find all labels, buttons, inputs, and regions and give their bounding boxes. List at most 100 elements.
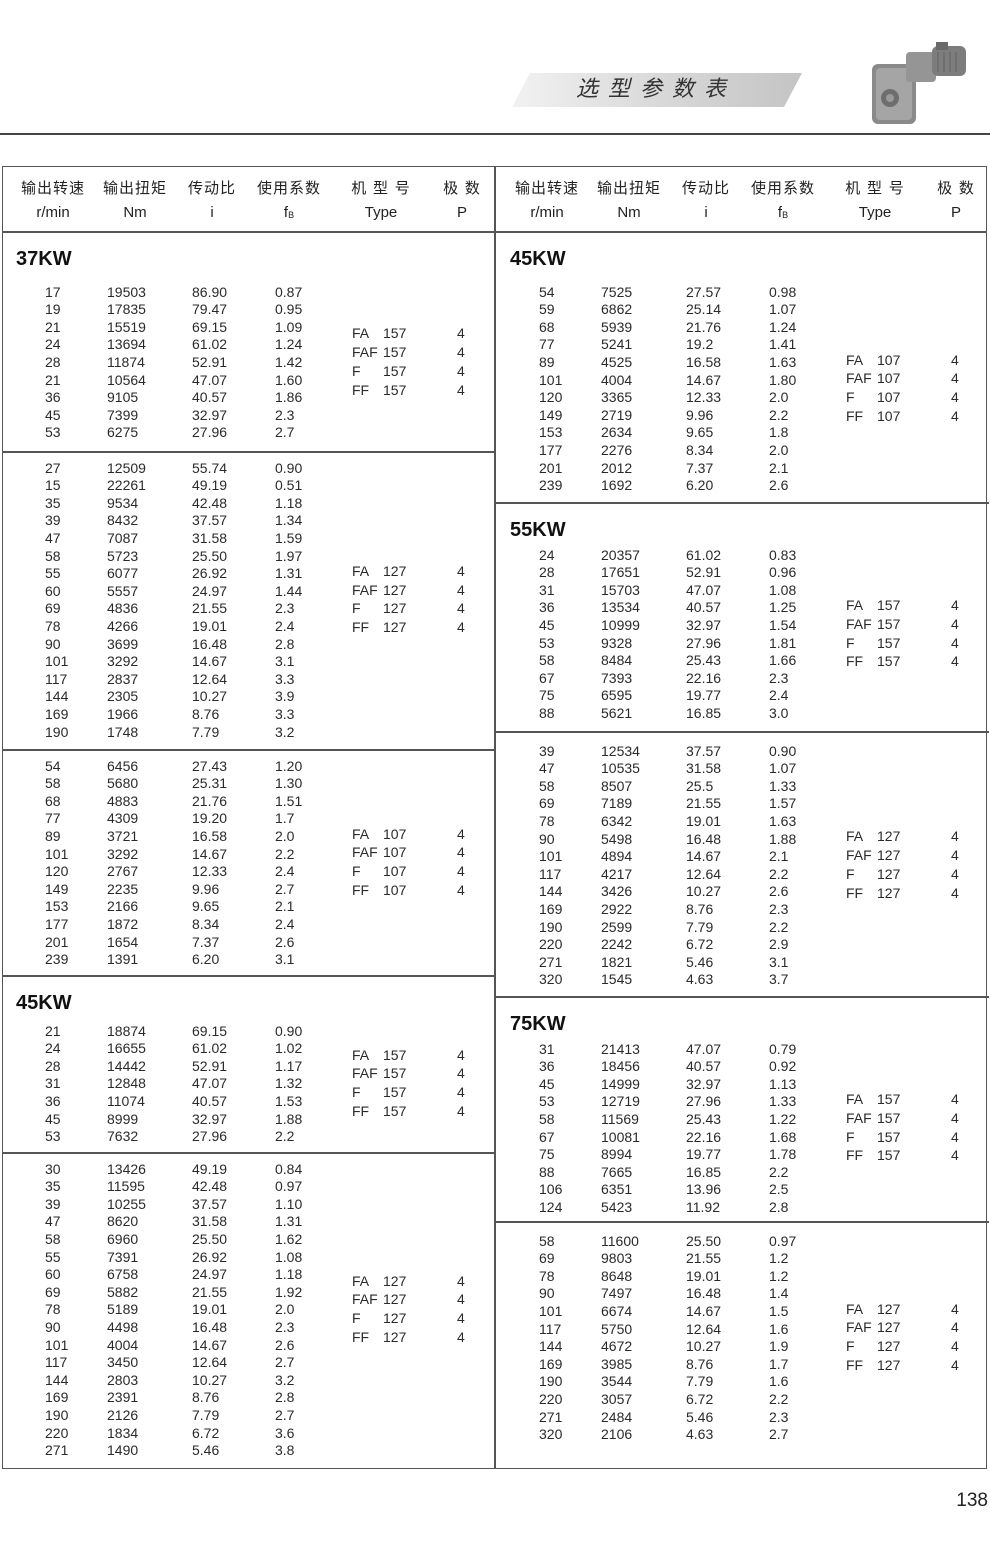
speed-cell: 31 — [45, 1075, 61, 1092]
torque-cell: 10535 — [601, 760, 640, 777]
service-factor-cell: 1.63 — [769, 812, 797, 829]
torque-cell: 2767 — [107, 863, 139, 880]
pole-count: 4 — [457, 619, 465, 636]
type-size: 107 — [877, 389, 901, 406]
service-factor-cell: 2.2 — [769, 406, 789, 423]
ratio-cell: 12.33 — [686, 389, 722, 406]
column-unit-type: Type — [825, 204, 925, 221]
speed-cell: 58 — [539, 777, 555, 794]
type-size: 127 — [383, 619, 407, 636]
torque-cell: 7391 — [107, 1248, 139, 1265]
pole-count: 4 — [457, 1291, 465, 1308]
ratio-cell: 61.02 — [192, 1040, 228, 1057]
ratio-cell: 6.72 — [686, 1390, 714, 1407]
pole-count: 4 — [951, 1338, 959, 1355]
speed-cell: 45 — [539, 616, 555, 633]
type-size: 107 — [383, 825, 407, 842]
torque-cell: 5680 — [107, 775, 139, 792]
torque-cell: 8484 — [601, 652, 633, 669]
service-factor-cell: 2.2 — [769, 918, 789, 935]
speed-cell: 28 — [45, 353, 61, 370]
ratio-cell: 27.96 — [686, 634, 722, 651]
torque-cell: 5241 — [601, 336, 633, 353]
torque-cell: 4883 — [107, 792, 139, 809]
unit-label: Nm — [123, 204, 147, 221]
service-factor-cell: 1.18 — [275, 494, 303, 511]
pole-count: 4 — [951, 865, 959, 882]
service-factor-cell: 1.57 — [769, 795, 797, 812]
torque-cell: 1692 — [601, 477, 633, 494]
ratio-cell: 7.79 — [686, 1373, 714, 1390]
speed-cell: 120 — [45, 863, 69, 880]
service-factor-cell: 1.60 — [275, 371, 303, 388]
service-factor-cell: 1.41 — [769, 336, 797, 353]
ratio-cell: 25.31 — [192, 775, 228, 792]
torque-cell: 4004 — [107, 1336, 139, 1353]
service-factor-cell: 1.2 — [769, 1267, 789, 1284]
type-size: 157 — [877, 1109, 901, 1126]
service-factor-cell: 1.33 — [769, 777, 797, 794]
type-prefix: FA — [846, 828, 864, 845]
power-rating-title: 75KW — [510, 1013, 566, 1035]
torque-cell: 6595 — [601, 687, 633, 704]
speed-cell: 90 — [45, 1318, 61, 1335]
pole-count: 4 — [951, 634, 959, 651]
torque-cell: 7497 — [601, 1285, 633, 1302]
pole-count: 4 — [457, 1065, 465, 1082]
service-factor-cell: 2.3 — [275, 1318, 295, 1335]
service-factor-cell: 1.22 — [769, 1110, 797, 1127]
speed-cell: 101 — [45, 845, 69, 862]
ratio-cell: 52.91 — [192, 1057, 228, 1074]
ratio-cell: 22.16 — [686, 1128, 722, 1145]
ratio-cell: 5.46 — [686, 1408, 714, 1425]
speed-cell: 169 — [539, 900, 563, 917]
type-prefix: FAF — [846, 615, 872, 632]
ratio-cell: 49.19 — [192, 1160, 228, 1177]
type-size: 127 — [383, 1329, 407, 1345]
type-prefix: F — [352, 362, 361, 379]
speed-cell: 101 — [539, 371, 563, 388]
service-factor-cell: 2.3 — [769, 1408, 789, 1425]
ratio-cell: 8.76 — [192, 1389, 220, 1406]
column-header-ratio: 传动比 — [681, 179, 730, 197]
torque-cell: 6758 — [107, 1266, 139, 1283]
torque-cell: 18874 — [107, 1022, 146, 1039]
speed-cell: 68 — [45, 792, 61, 809]
speed-cell: 45 — [45, 406, 61, 423]
column-header-speed: 输出转速 — [20, 179, 85, 197]
ratio-cell: 31.58 — [686, 760, 722, 777]
speed-cell: 59 — [539, 301, 555, 318]
service-factor-cell: 1.80 — [769, 371, 797, 388]
column-unit-speed: r/min — [3, 204, 103, 221]
service-factor-cell: 1.02 — [275, 1040, 303, 1057]
column-unit-ratio: i — [656, 204, 756, 221]
speed-cell: 149 — [539, 406, 563, 423]
ratio-cell: 27.43 — [192, 757, 228, 774]
ratio-cell: 16.48 — [686, 830, 722, 847]
ratio-cell: 6.20 — [192, 951, 220, 968]
torque-cell: 6960 — [107, 1230, 139, 1247]
ratio-cell: 47.07 — [192, 1075, 228, 1092]
ratio-cell: 9.65 — [686, 424, 714, 441]
unit-label: r/min — [530, 204, 564, 221]
service-factor-cell: 2.3 — [275, 600, 295, 617]
type-size: 107 — [383, 844, 407, 861]
service-factor-cell: 1.78 — [769, 1146, 797, 1163]
speed-cell: 31 — [539, 581, 555, 598]
type-size: 157 — [877, 1091, 901, 1107]
speed-cell: 77 — [539, 336, 555, 353]
service-factor-cell: 1.88 — [769, 830, 797, 847]
speed-cell: 27 — [45, 459, 61, 476]
speed-cell: 55 — [45, 565, 61, 582]
service-factor-cell: 0.79 — [769, 1040, 797, 1057]
ratio-cell: 8.34 — [686, 441, 714, 458]
speed-cell: 35 — [45, 1178, 61, 1195]
service-factor-cell: 2.2 — [275, 845, 295, 862]
type-prefix: FAF — [352, 344, 378, 360]
service-factor-cell: 2.0 — [769, 389, 789, 406]
torque-cell: 5189 — [107, 1301, 139, 1318]
torque-cell: 2166 — [107, 898, 139, 915]
service-factor-cell: 1.9 — [769, 1338, 789, 1355]
service-factor-cell: 2.2 — [769, 1390, 789, 1407]
ratio-cell: 8.76 — [686, 1355, 714, 1372]
